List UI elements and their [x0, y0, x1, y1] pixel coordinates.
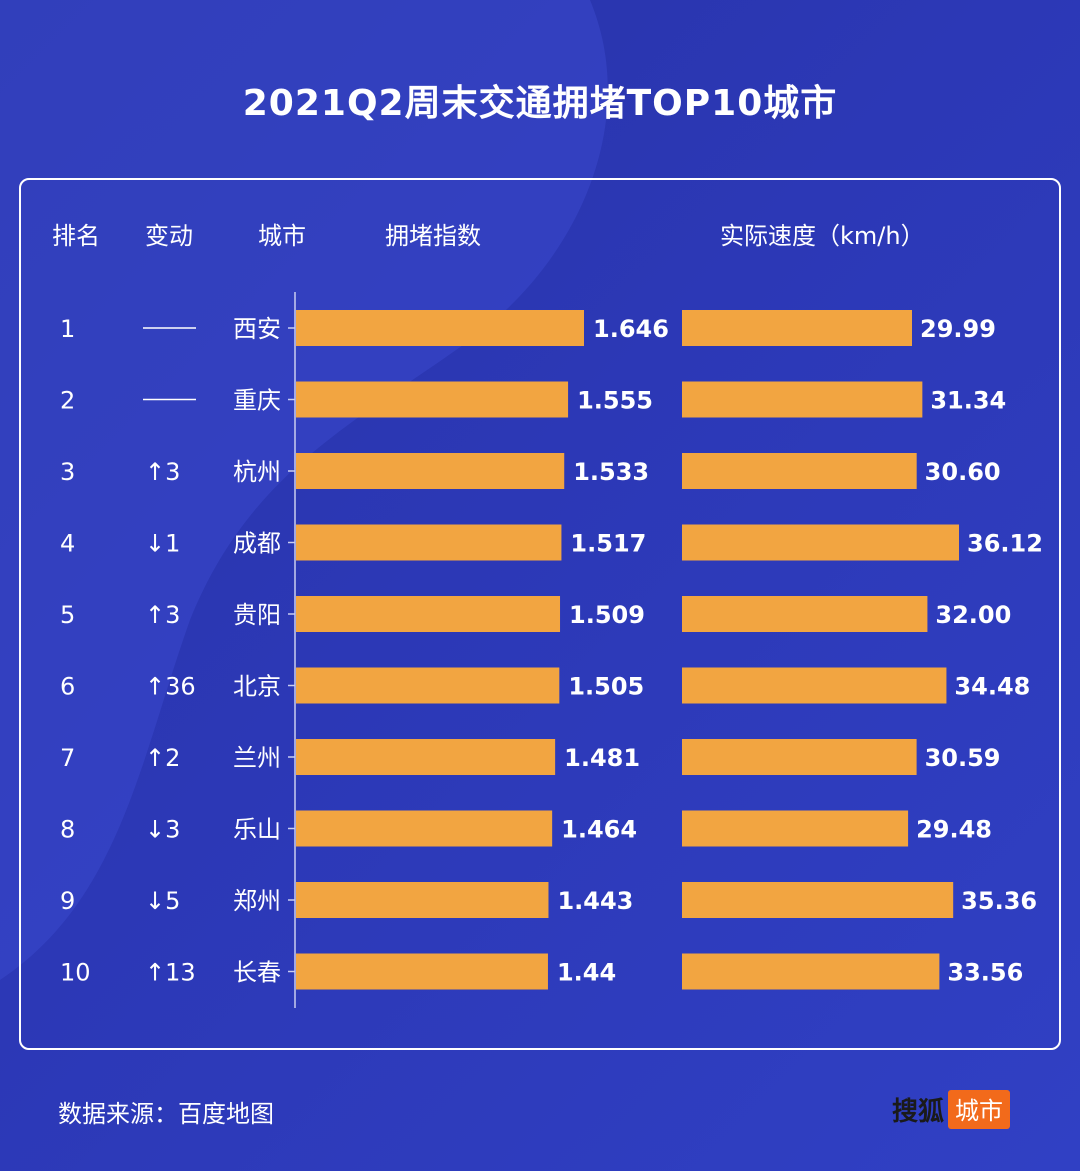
rank-label: 7 [60, 744, 75, 772]
brand-logo: 搜狐 城市 [892, 1090, 1011, 1129]
rank-label: 10 [60, 959, 91, 987]
rank-change-label: ↓3 [145, 816, 180, 844]
congestion-index-value: 1.443 [557, 887, 633, 915]
chart-panel [19, 178, 1061, 1050]
city-label: 乐山 [233, 816, 281, 844]
city-label: 成都 [233, 530, 281, 558]
rank-label: 5 [60, 601, 75, 629]
actual-speed-bar [682, 453, 917, 489]
data-source: 数据来源：百度地图 [58, 1100, 274, 1128]
actual-speed-bar [682, 596, 928, 632]
congestion-index-value: 1.505 [568, 673, 644, 701]
congestion-index-value: 1.464 [561, 816, 637, 844]
congestion-index-value: 1.555 [577, 387, 653, 415]
actual-speed-bar [682, 810, 909, 847]
header-actual-speed: 实际速度（km/h） [720, 222, 925, 250]
actual-speed-value: 35.36 [961, 887, 1037, 915]
city-label: 贵阳 [233, 601, 281, 629]
congestion-index-bar [296, 882, 549, 918]
rank-label: 4 [60, 530, 75, 558]
actual-speed-bar [682, 381, 923, 418]
congestion-index-bar [296, 524, 562, 561]
rank-label: 2 [60, 387, 75, 415]
actual-speed-value: 29.99 [920, 315, 996, 343]
chart-title: 2021Q2周末交通拥堵TOP10城市 [242, 83, 838, 124]
actual-speed-value: 34.48 [954, 673, 1030, 701]
actual-speed-value: 30.59 [925, 744, 1001, 772]
city-label: 郑州 [233, 887, 281, 915]
congestion-index-bar [296, 953, 548, 990]
actual-speed-bar [682, 310, 912, 346]
congestion-index-value: 1.533 [573, 458, 649, 486]
congestion-index-value: 1.517 [570, 530, 646, 558]
rank-change-label: ↓1 [145, 530, 180, 558]
actual-speed-bar [682, 667, 947, 704]
rank-label: 3 [60, 458, 75, 486]
actual-speed-bar [682, 524, 960, 561]
congestion-index-bar [296, 381, 569, 418]
congestion-index-value: 1.44 [557, 959, 616, 987]
city-label: 北京 [233, 673, 281, 701]
congestion-index-bar [296, 667, 560, 704]
city-label: 兰州 [233, 744, 281, 772]
actual-speed-value: 31.34 [930, 387, 1006, 415]
congestion-index-bar [296, 453, 565, 489]
congestion-index-value: 1.646 [593, 315, 669, 343]
rank-label: 1 [60, 315, 75, 343]
header-congestion-index: 拥堵指数 [385, 222, 481, 250]
city-label: 重庆 [233, 387, 281, 415]
city-label: 杭州 [233, 458, 281, 486]
congestion-index-value: 1.481 [564, 744, 640, 772]
rank-label: 6 [60, 673, 75, 701]
actual-speed-value: 30.60 [925, 458, 1001, 486]
header-city: 城市 [258, 222, 306, 250]
city-label: 长春 [233, 959, 281, 987]
actual-speed-value: 32.00 [935, 601, 1011, 629]
brand-logo-main: 搜狐 [892, 1097, 945, 1127]
header-change: 变动 [145, 222, 193, 250]
header-rank: 排名 [52, 222, 100, 250]
congestion-index-bar [296, 310, 584, 346]
congestion-index-value: 1.509 [569, 601, 645, 629]
congestion-index-bar [296, 596, 561, 632]
congestion-index-bar [296, 810, 553, 847]
actual-speed-bar [682, 739, 917, 775]
rank-change-label: ↑3 [145, 458, 180, 486]
rank-change-label: ↑36 [145, 673, 196, 701]
actual-speed-value: 36.12 [967, 530, 1043, 558]
rank-change-label: ↓5 [145, 887, 180, 915]
brand-logo-tag: 城市 [948, 1090, 1011, 1129]
city-label: 西安 [233, 315, 281, 343]
rank-change-label: ↑3 [145, 601, 180, 629]
rank-label: 8 [60, 816, 75, 844]
congestion-index-bar [296, 739, 556, 775]
actual-speed-bar [682, 953, 940, 990]
actual-speed-value: 29.48 [916, 816, 992, 844]
actual-speed-value: 33.56 [947, 959, 1023, 987]
actual-speed-bar [682, 882, 954, 918]
rank-change-label: ↑13 [145, 959, 196, 987]
rank-label: 9 [60, 887, 75, 915]
rank-change-label: ↑2 [145, 744, 180, 772]
